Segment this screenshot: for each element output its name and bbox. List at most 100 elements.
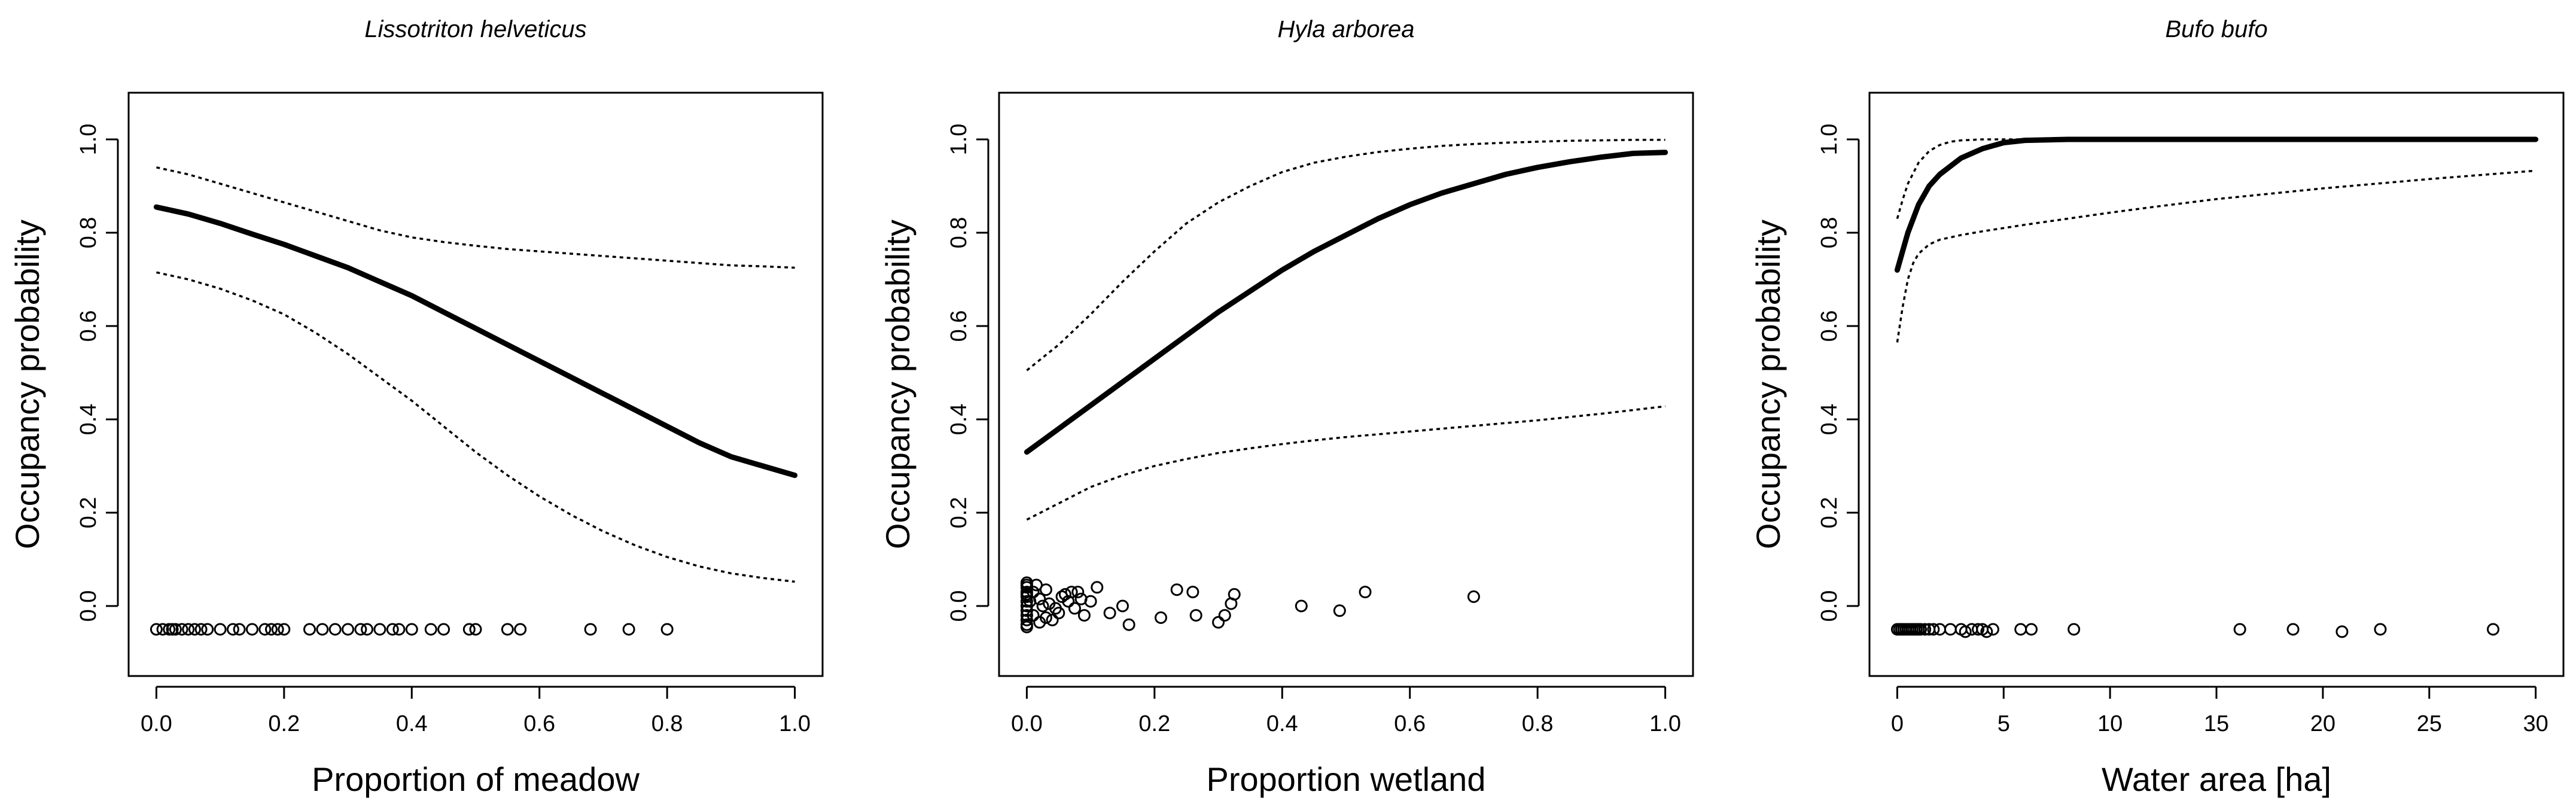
observation-point: [1122, 618, 1135, 631]
observation-point: [264, 623, 278, 636]
observation-point: [201, 623, 214, 636]
fitted-curve: [1894, 136, 2539, 273]
observation-point: [1155, 611, 1168, 624]
y-axis-label: Occupancy probability: [8, 220, 46, 549]
observation-point: [2286, 623, 2300, 636]
observation-point: [1295, 599, 1308, 613]
x-axis-label: Water area [ha]: [2102, 760, 2331, 798]
observation-point: [214, 623, 227, 636]
observation-point: [424, 623, 437, 636]
observation-point: [328, 623, 342, 636]
y-axis-label: Occupancy probability: [1749, 220, 1787, 549]
x-axis-label: Proportion of meadow: [312, 760, 640, 798]
observation-point: [303, 623, 316, 636]
observation-point: [1046, 613, 1059, 626]
observation-point: [245, 623, 258, 636]
observation-point: [1036, 599, 1049, 613]
y-tick-label: 0.8: [1817, 217, 1842, 249]
y-tick-label: 0.2: [76, 497, 101, 529]
y-tick-label: 0.8: [946, 217, 972, 249]
observation-point: [271, 623, 284, 636]
observation-point: [1084, 595, 1097, 608]
y-tick-label: 0.0: [1817, 590, 1842, 622]
x-tick-label: 0.2: [1138, 711, 1170, 736]
plot-frame: [1868, 92, 2565, 677]
observation-point: [1027, 609, 1040, 622]
observation-point: [1027, 586, 1040, 599]
observation-point: [386, 623, 399, 636]
upper-ci-curve: [156, 166, 795, 269]
observation-point: [462, 623, 476, 636]
x-tick-label: 0: [1891, 711, 1904, 736]
observation-point: [622, 623, 635, 636]
observation-point: [1944, 623, 1957, 636]
observation-point: [1218, 609, 1231, 622]
observation-point: [194, 623, 208, 636]
observation-point: [2014, 623, 2027, 636]
x-tick-label: 5: [1998, 711, 2010, 736]
lower-ci-curve: [156, 271, 795, 583]
observation-point: [226, 623, 239, 636]
y-tick-label: 0.0: [946, 590, 972, 622]
observation-point: [2374, 623, 2387, 636]
observation-point: [1068, 602, 1081, 615]
observation-point: [2336, 625, 2349, 638]
x-tick-label: 15: [2204, 711, 2229, 736]
observation-point: [1103, 607, 1116, 620]
observation-point: [182, 623, 195, 636]
y-tick-label: 1.0: [76, 124, 101, 156]
observation-point: [1212, 616, 1225, 629]
observation-point: [1039, 583, 1052, 596]
observation-point: [1959, 625, 1972, 638]
observation-point: [233, 623, 246, 636]
plot-frame: [127, 92, 824, 677]
x-tick-label: 0.6: [1394, 711, 1426, 736]
x-tick-label: 0.2: [268, 711, 300, 736]
x-tick-label: 0.4: [1266, 711, 1298, 736]
observation-point: [1919, 623, 1932, 636]
observation-point: [1359, 586, 1372, 599]
lower-ci-curve: [1896, 169, 2536, 343]
observation-point: [405, 623, 418, 636]
x-tick-label: 0.6: [523, 711, 555, 736]
observation-point: [1091, 581, 1104, 594]
y-tick-label: 0.6: [946, 310, 972, 342]
y-tick-label: 0.6: [1817, 310, 1842, 342]
observation-point: [1980, 625, 1993, 638]
observation-point: [1189, 609, 1202, 622]
observation-point: [437, 623, 450, 636]
x-tick-label: 1.0: [1649, 711, 1681, 736]
y-tick-label: 0.4: [76, 404, 101, 436]
x-tick-label: 1.0: [779, 711, 811, 736]
observation-point: [1116, 599, 1129, 613]
x-tick-label: 10: [2097, 711, 2123, 736]
observation-point: [1039, 611, 1052, 624]
observation-point: [169, 623, 182, 636]
upper-ci-curve: [1896, 138, 2536, 220]
lower-ci-curve: [1026, 405, 1665, 521]
observation-point: [258, 623, 272, 636]
observation-point: [1077, 609, 1091, 622]
chart-title: Lissotriton helveticus: [364, 16, 586, 42]
panel-3: Bufo bufo 0 5 10 15 20 25 30 0.0 0.2 0.4 0.6 0.8 1.0 W…: [1749, 16, 2565, 798]
x-tick-label: 0.4: [396, 711, 428, 736]
observation-point: [1170, 583, 1183, 596]
x-tick-label: 0.0: [141, 711, 172, 736]
observation-point: [175, 623, 188, 636]
observation-point: [514, 623, 527, 636]
observation-point: [2486, 623, 2499, 636]
y-tick-label: 0.4: [946, 404, 972, 436]
observation-point: [1020, 578, 1033, 592]
x-tick-label: 20: [2310, 711, 2336, 736]
observation-point: [1333, 604, 1346, 617]
fitted-curve: [1024, 150, 1668, 455]
x-axis-label: Proportion wetland: [1207, 760, 1486, 798]
observation-point: [392, 623, 406, 636]
observation-point: [1927, 623, 1940, 636]
panel-2: Hyla arborea 0.0 0.2 0.4 0.6 0.8 1.0 0.0 0.2 0.4 0…: [879, 16, 1694, 798]
observation-point: [1020, 588, 1033, 601]
observation-point: [1071, 586, 1085, 599]
observation-point: [2068, 623, 2081, 636]
observation-point: [660, 623, 674, 636]
panel-1: Lissotriton helveticus 0.0 0.2 0.4 0.6 0.8 1.0…: [8, 16, 824, 798]
